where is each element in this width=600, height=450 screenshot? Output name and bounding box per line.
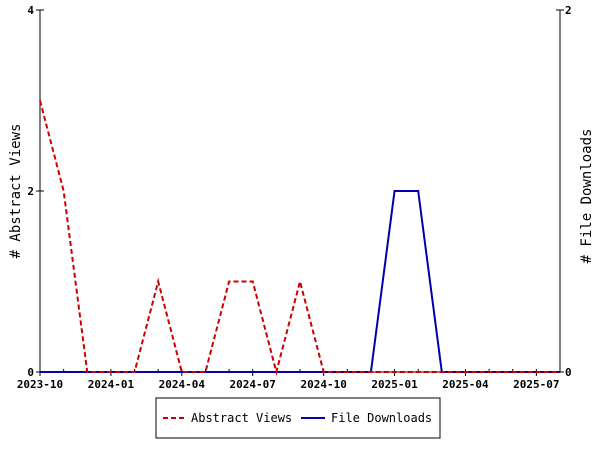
- y-tick-label-right: 0: [565, 366, 572, 379]
- series-line-file-downloads: [40, 190, 560, 373]
- x-tick-label: 2024-01: [88, 378, 135, 391]
- y-axis-right-title: # File Downloads: [579, 129, 595, 264]
- chart-series: [39, 100, 560, 376]
- y-axis-left-title: # Abstract Views: [8, 124, 24, 259]
- x-tick-label: 2025-01: [371, 378, 418, 391]
- x-tick-label: 2024-07: [230, 378, 276, 391]
- legend: Abstract Views File Downloads: [155, 397, 441, 439]
- legend-box: [155, 397, 441, 439]
- chart-axes: 2023-10 2024-01 2024-04 2024-07 2024-10 2025-…: [17, 4, 572, 391]
- x-tick-label: 2024-10: [300, 378, 346, 391]
- legend-label-file-downloads: File Downloads: [331, 411, 432, 425]
- y-tick-label-right: 2: [565, 4, 572, 17]
- x-tick-label: 2023-10: [17, 378, 63, 391]
- series-line-abstract-views: [39, 100, 560, 376]
- x-tick-label: 2024-04: [159, 378, 206, 391]
- y-tick-label-left: 0: [27, 366, 34, 379]
- x-tick-label: 2025-07: [513, 378, 559, 391]
- y-tick-label-left: 2: [27, 185, 34, 198]
- x-tick-label: 2025-04: [442, 378, 489, 391]
- legend-label-abstract-views: Abstract Views: [191, 411, 292, 425]
- y-tick-label-left: 4: [27, 4, 34, 17]
